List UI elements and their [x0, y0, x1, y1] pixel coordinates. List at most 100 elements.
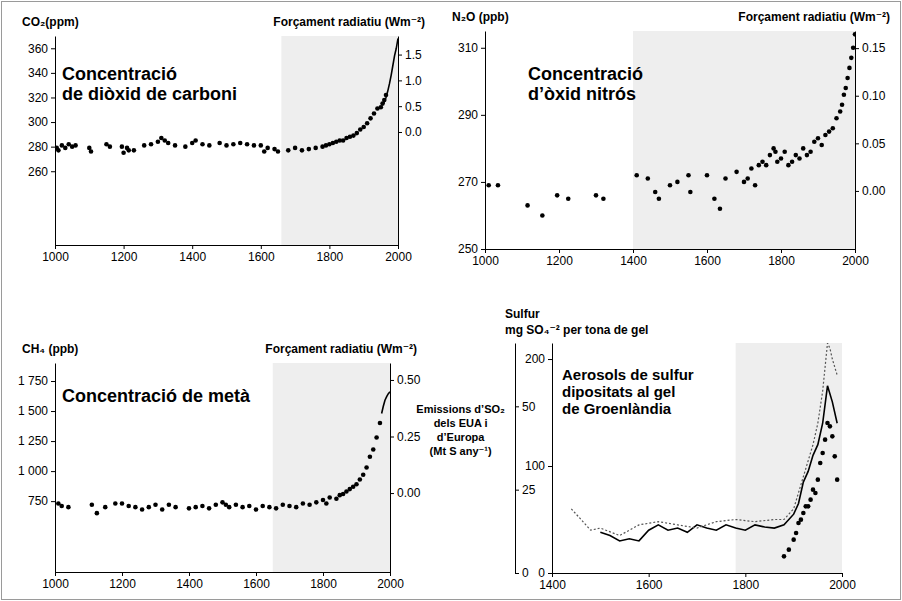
point — [173, 505, 178, 510]
tick-mark — [51, 147, 55, 148]
tick-mark — [51, 441, 55, 442]
tick-label: 320 — [28, 91, 48, 105]
tick: 100 — [525, 459, 552, 473]
tick-mark — [51, 122, 55, 123]
y-axis-title: CO₂(ppm) — [22, 15, 79, 29]
tick: 1600 — [694, 249, 721, 268]
line — [384, 38, 398, 103]
point — [240, 505, 245, 510]
tick: 280 — [28, 140, 55, 154]
tick: 0 — [538, 566, 552, 580]
point — [806, 504, 811, 509]
tick: 1000 — [42, 245, 69, 264]
point — [794, 153, 799, 158]
tick-mark — [398, 55, 402, 56]
point — [173, 143, 178, 148]
figure: 1000120014001600180020002602803003203403… — [0, 0, 902, 601]
point — [775, 160, 780, 165]
tick-label: 200 — [525, 352, 545, 366]
point — [819, 143, 824, 148]
tick-mark — [261, 245, 262, 249]
point — [816, 136, 821, 141]
illustration — [736, 343, 842, 573]
point — [313, 146, 318, 151]
point — [723, 176, 728, 181]
point — [797, 156, 802, 161]
illustration — [273, 363, 390, 572]
tick-mark — [390, 493, 394, 494]
tick-label: 2000 — [842, 254, 869, 268]
point — [845, 76, 850, 81]
tick-label: 1.5 — [405, 48, 422, 62]
tick-label: 280 — [28, 140, 48, 154]
tick-label: 2000 — [829, 578, 856, 592]
tick: 0.25 — [390, 430, 421, 444]
tick-label: 310 — [458, 41, 478, 55]
point — [293, 146, 298, 151]
axis-line — [553, 573, 843, 574]
tick-mark — [552, 573, 553, 577]
tick-label: 0.00 — [862, 184, 886, 198]
tick-mark — [855, 96, 859, 97]
tick-mark — [329, 245, 330, 249]
point — [121, 150, 126, 155]
point — [276, 149, 281, 154]
line — [382, 392, 390, 414]
axis-line — [855, 32, 856, 250]
tick-label: 1800 — [310, 577, 337, 591]
point — [525, 203, 530, 208]
title: Aerosols de sulfurdipositats al gelde Gr… — [562, 366, 694, 417]
tick-mark — [781, 249, 782, 253]
tick: 340 — [28, 66, 55, 80]
point — [334, 496, 339, 501]
tick-mark — [51, 501, 55, 502]
point — [207, 143, 212, 148]
point — [828, 424, 833, 429]
point — [734, 170, 739, 175]
point — [113, 501, 118, 506]
tick: 1800 — [732, 573, 759, 592]
tick: 310 — [458, 41, 485, 55]
point — [594, 193, 599, 198]
point — [827, 129, 832, 134]
point — [314, 500, 319, 505]
illustration — [281, 36, 398, 245]
tick-mark — [515, 490, 519, 491]
point — [368, 454, 373, 459]
y2-axis: 0.000.050.100.15 — [855, 32, 886, 250]
tick-mark — [51, 73, 55, 74]
axis-line — [485, 32, 486, 250]
tick-mark — [122, 572, 123, 576]
y-axis-title: N₂O (ppb) — [452, 10, 509, 24]
tick-mark — [323, 572, 324, 576]
y-axis-title: Sulfurmg SO₄⁻² per tona de gel — [505, 307, 648, 337]
point — [705, 173, 710, 178]
tick-mark — [707, 249, 708, 253]
point — [832, 454, 837, 459]
tick-label: 1 750 — [18, 374, 48, 388]
x-axis: 100012001400160018002000 — [472, 249, 869, 268]
axis-line — [515, 344, 516, 574]
point — [847, 66, 852, 71]
tick: 0.0 — [398, 125, 422, 139]
tick-label: 1200 — [111, 250, 138, 264]
tick: 360 — [28, 42, 55, 56]
point — [63, 146, 68, 151]
point — [103, 505, 108, 510]
point — [808, 497, 813, 502]
point — [540, 213, 545, 218]
point — [842, 92, 847, 97]
point — [646, 176, 651, 181]
point — [224, 143, 229, 148]
point — [779, 156, 784, 161]
tick-label: 0.15 — [862, 41, 886, 55]
tick-label: 0.25 — [397, 430, 421, 444]
tick-mark — [855, 191, 859, 192]
tick-label: 270 — [458, 175, 478, 189]
point — [281, 502, 286, 507]
tick-label: 750 — [28, 494, 48, 508]
tick: 2000 — [377, 572, 404, 591]
point — [286, 148, 291, 153]
point — [364, 465, 369, 470]
point — [787, 547, 792, 552]
